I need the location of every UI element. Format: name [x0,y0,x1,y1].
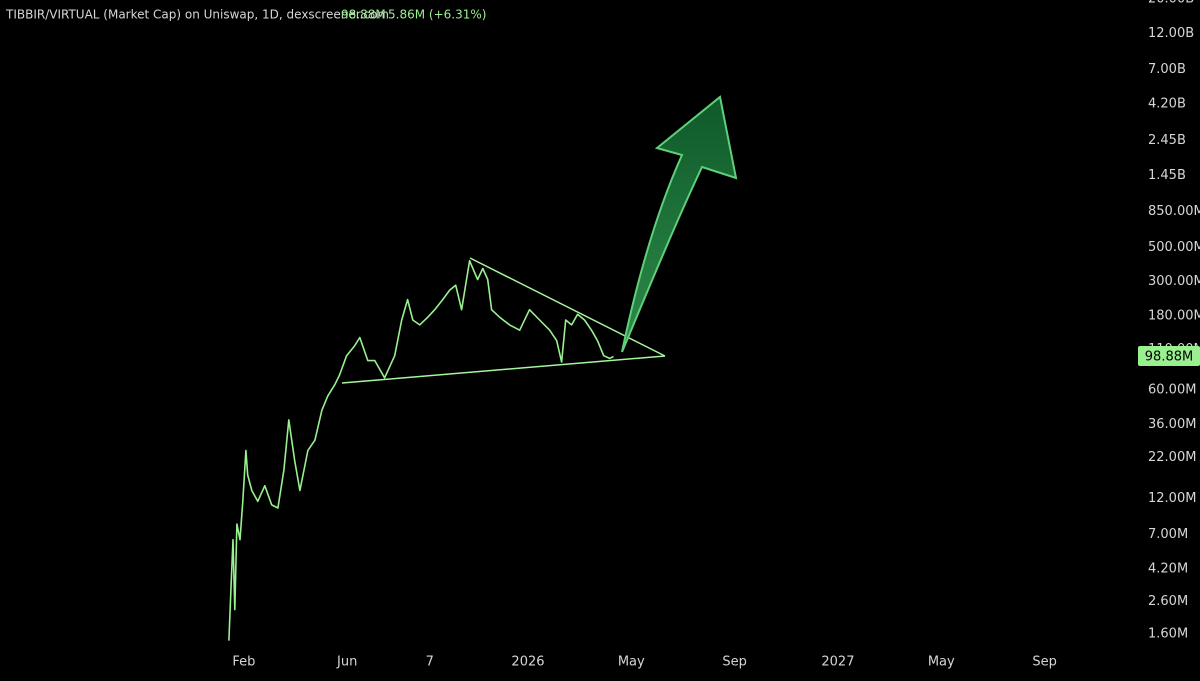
plot-area: Feb Jun 7 2026 May Sep 2027 May Sep [228,259,1057,670]
y-tick-label: 12.00M [1148,491,1196,506]
x-tick-label: Sep [1032,655,1057,670]
y-tick-label: 300.00M [1148,274,1200,289]
last-value: 98.88M [341,8,386,22]
y-tick-label: 60.00M [1148,383,1196,398]
resistance-trendline [469,257,666,357]
support-trendline [341,355,666,384]
y-tick-label: 2.45B [1148,133,1186,148]
y-tick-label: 7.00M [1148,527,1188,542]
x-tick-label: 7 [426,655,434,670]
y-tick-label: 1.60M [1148,627,1188,642]
x-tick-label: Feb [232,655,255,670]
chart-title: TIBBIR/VIRTUAL (Market Cap) on Uniswap, … [5,8,389,22]
y-tick-label: 850.00M [1148,204,1200,219]
x-tick-label: May [618,655,645,670]
y-tick-label: 500.00M [1148,240,1200,255]
change: 5.86M (+6.31%) [388,8,486,22]
y-tick-label: 2.60M [1148,594,1188,609]
x-tick-label: 2026 [511,655,544,670]
market-cap-line [228,259,614,641]
breakout-arrow [621,95,738,353]
y-tick-label: 180.00M [1148,309,1200,324]
x-tick-label: 2027 [821,655,854,670]
price-tag-bg [1138,346,1200,366]
y-tick-label: 12.00B [1148,26,1194,41]
y-tick-label: 22.00M [1148,450,1196,465]
x-tick-label: Jun [336,655,357,670]
y-tick-label: 20.00B [1148,0,1194,6]
y-tick-label: 1.45B [1148,168,1186,183]
y-tick-label: 4.20M [1148,562,1188,577]
x-tick-label: Sep [722,655,747,670]
x-tick-label: May [928,655,955,670]
y-tick-label: 4.20B [1148,97,1186,112]
y-tick-label: 36.00M [1148,417,1196,432]
y-tick-label: 7.00B [1148,62,1186,77]
price-tag: 98.88M [1145,350,1193,365]
